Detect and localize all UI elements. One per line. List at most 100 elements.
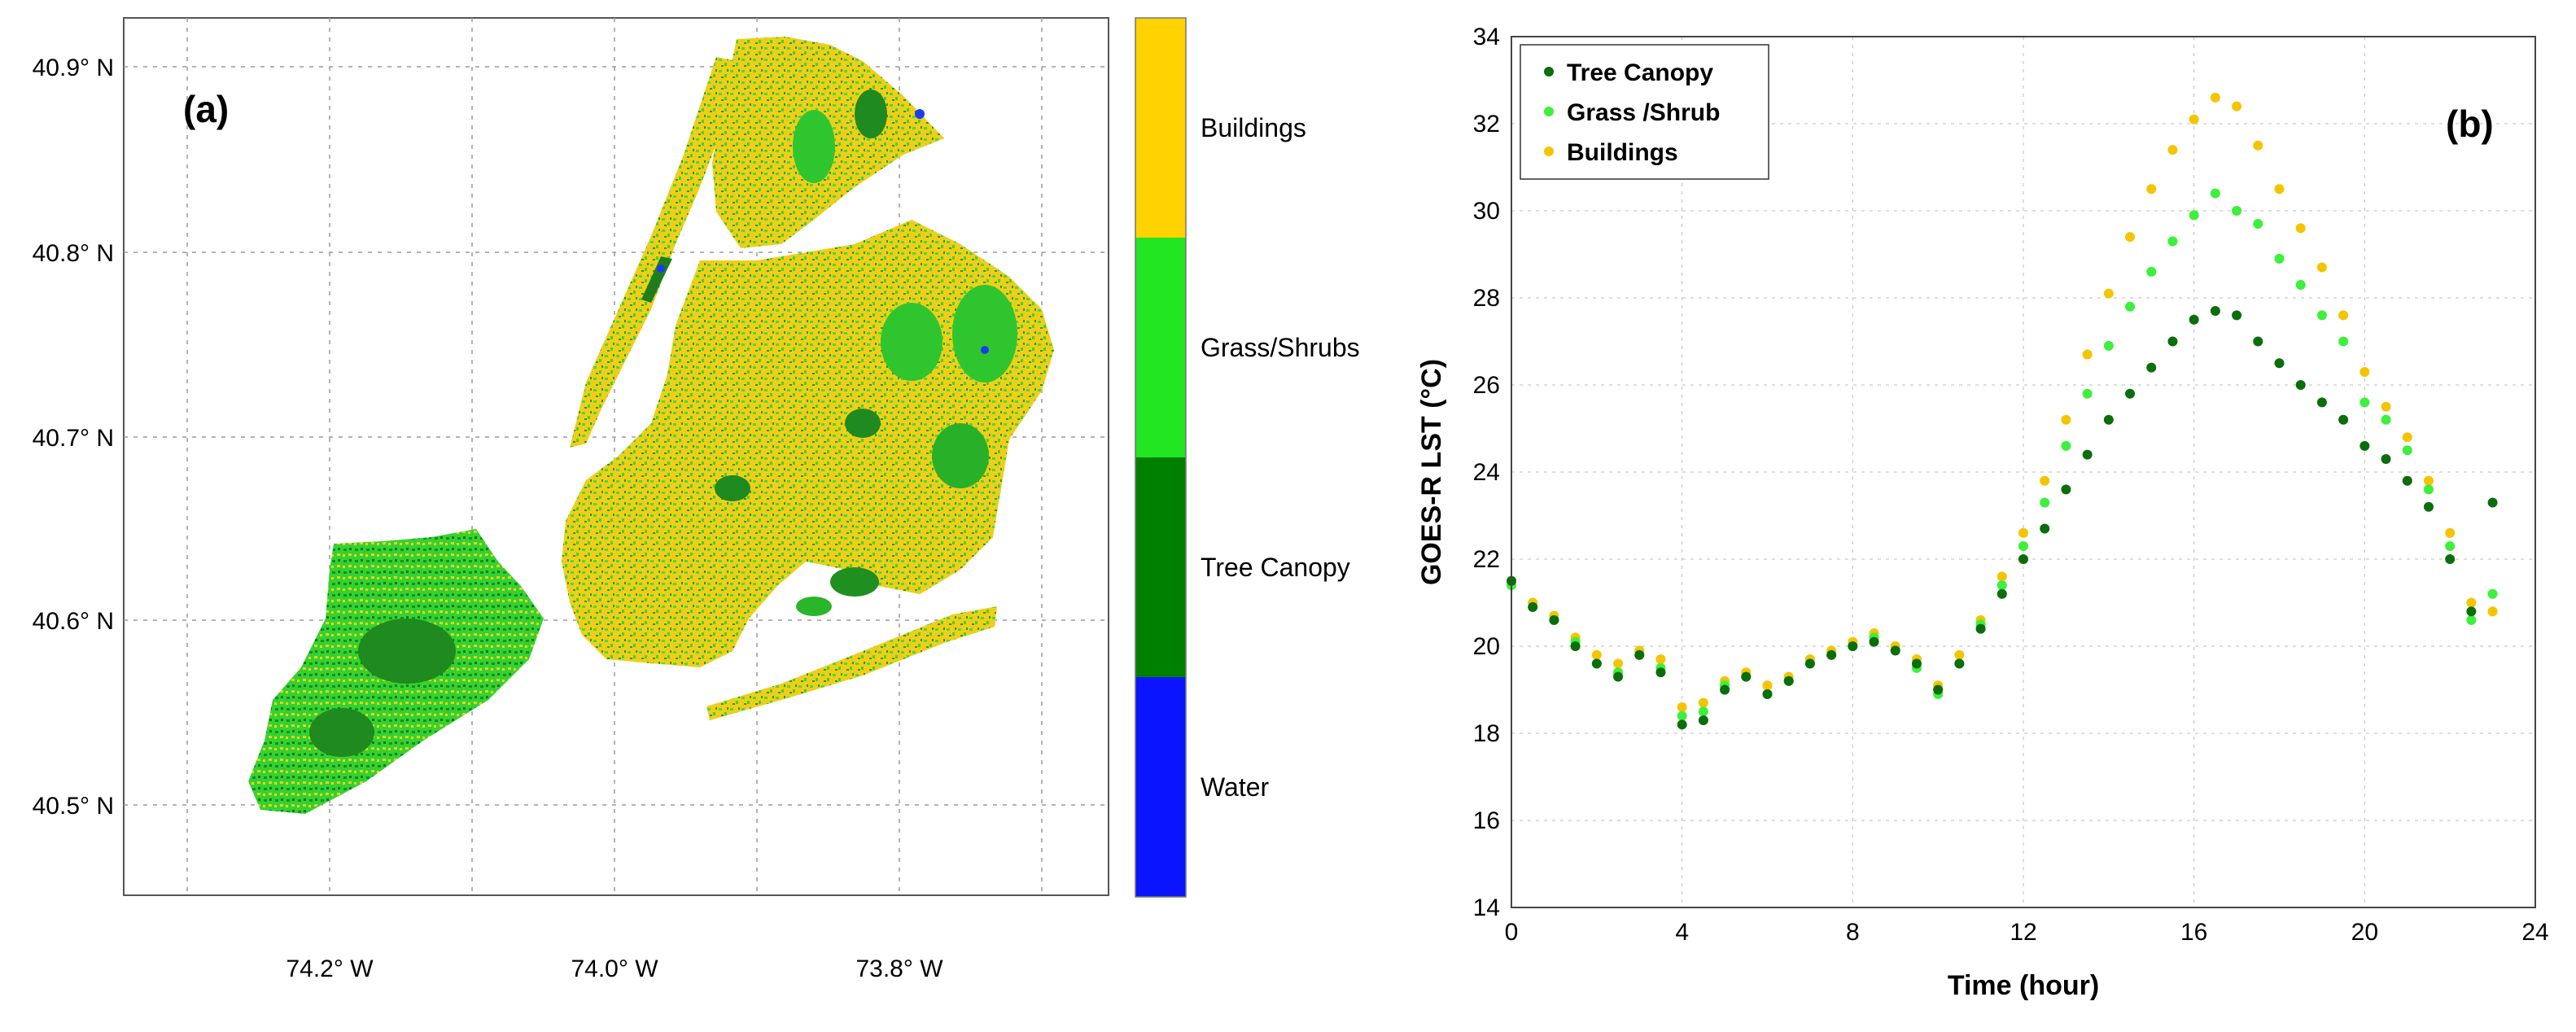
data-point [2125,232,2136,243]
legend-marker-buildings [1544,146,1554,156]
data-point [2103,414,2114,425]
park-patch [932,423,989,488]
rockaway-area [706,606,997,720]
data-point [2381,401,2391,412]
data-point [1591,658,1602,669]
data-point [2167,236,2178,247]
data-point [2338,310,2349,321]
data-point [2082,449,2093,460]
data-point [2295,380,2306,390]
data-point [2189,114,2199,125]
data-point [2487,497,2498,508]
park-patch [793,110,835,183]
colorbar-label-water: Water [1201,772,1270,802]
water-speck [981,346,989,354]
y-tick-label: 32 [1473,111,1500,138]
data-point [1613,671,1624,682]
colorbar-label-grass: Grass/Shrubs [1201,333,1360,362]
data-point [1762,689,1773,699]
data-point [2466,606,2477,617]
data-point [1954,649,1965,660]
data-point [1783,676,1794,686]
data-point [1570,641,1581,651]
x-axis-label: Time (hour) [1948,970,2099,1001]
lat-tick-label: 40.7° N [33,425,114,452]
data-point [1848,641,1858,651]
data-point [2338,336,2349,347]
x-tick-label: 16 [2180,919,2207,946]
data-point [2146,266,2157,277]
lon-tick-label: 74.0° W [571,955,658,982]
water-speck [657,265,665,273]
data-point [1677,702,1687,712]
data-point [1698,697,1708,708]
x-tick-label: 0 [1505,919,1519,946]
data-point [2445,540,2456,551]
colorbar-tree [1135,457,1186,677]
colorbar-label-tree: Tree Canopy [1201,553,1350,582]
data-point [1997,588,2007,599]
data-point [1975,623,1986,634]
data-point [2082,349,2093,360]
data-point [1720,684,1730,695]
data-point [2445,554,2456,564]
data-point [2210,188,2220,199]
scatter-legend: Tree Canopy Grass /Shrub Buildings [1520,44,1769,180]
data-point [2274,358,2285,369]
y-tick-label: 28 [1473,285,1500,312]
y-tick-label: 34 [1473,24,1500,50]
data-point [2360,440,2370,451]
data-point [1997,580,2007,591]
data-point [2466,597,2477,608]
lat-tick-label: 40.9° N [33,55,114,81]
data-point [2061,414,2071,425]
marsh-island [796,597,832,616]
data-point [2423,501,2434,512]
data-point [2082,388,2093,399]
colorbar-buildings [1135,18,1186,238]
legend-marker-tree [1544,67,1554,77]
data-point [2232,310,2242,321]
data-point [1933,684,1944,695]
data-point [1997,571,2007,582]
land-cover-map-svg: (a) 40.9° N 40.8° N 40.7° N 40.6° N 40.5… [33,17,1360,982]
y-tick-label: 22 [1473,546,1500,573]
x-tick-label: 4 [1675,919,1689,946]
colorbar-water [1135,677,1186,897]
data-point [2253,336,2263,347]
data-point [1698,715,1708,725]
data-point [2466,614,2477,625]
park-patch [855,90,887,138]
data-point [2445,527,2456,538]
data-point [2274,184,2285,195]
legend-label-buildings: Buildings [1567,139,1678,166]
plot-frame [1511,36,2536,908]
data-point [2316,310,2327,321]
data-point [1741,671,1752,682]
data-point [2040,475,2050,486]
data-point [2360,366,2370,377]
data-point [2061,440,2071,451]
longitude-tick-labels: 74.2° W 74.0° W 73.8° W [286,955,943,982]
data-point [2167,336,2178,347]
data-point [2018,527,2028,538]
lon-tick-label: 73.8° W [855,955,943,982]
x-tick-label: 12 [2010,919,2036,946]
data-point [1698,706,1708,717]
data-point [2423,475,2434,486]
lat-tick-label: 40.6° N [33,608,114,635]
data-point [2316,262,2327,273]
data-point [2381,453,2391,464]
lon-tick-label: 74.2° W [286,955,374,982]
colorbar-grass [1135,238,1186,457]
data-point [2402,445,2412,456]
data-point [2253,140,2263,151]
data-point [2189,210,2199,221]
y-tick-label: 30 [1473,198,1500,225]
data-point [1655,667,1666,678]
data-point [2295,223,2306,234]
data-point [1655,654,1666,665]
data-point [1826,649,1837,660]
data-point [1677,719,1687,730]
legend-marker-grass [1544,107,1554,116]
